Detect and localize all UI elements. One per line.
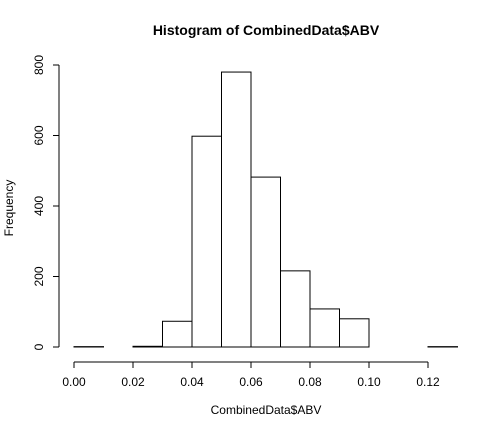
bars-group [73, 71, 458, 348]
histogram-bar-5 [221, 71, 252, 348]
x-tick-label: 0.06 [239, 375, 263, 389]
histogram-bar-7 [280, 270, 311, 348]
x-tick-label: 0.00 [62, 375, 86, 389]
x-tick-label: 0.08 [298, 375, 322, 389]
x-tick-label: 0.12 [416, 375, 440, 389]
chart-title: Histogram of CombinedData$ABV [153, 22, 380, 38]
y-tick-label: 600 [32, 125, 46, 145]
y-tick-label: 800 [32, 55, 46, 75]
x-tick-label: 0.02 [121, 375, 145, 389]
histogram-bar-8 [309, 308, 340, 348]
histogram-bar-9 [339, 318, 370, 348]
histogram-bar-3 [162, 320, 193, 348]
x-axis-label: CombinedData$ABV [211, 403, 322, 417]
y-axis-label: Frequency [2, 180, 16, 237]
y-tick-label: 0 [32, 343, 46, 350]
x-tick-label: 0.10 [357, 375, 381, 389]
x-tick-label: 0.04 [180, 375, 204, 389]
histogram-bar-6 [250, 176, 281, 348]
x-axis: 0.00 0.02 0.04 0.06 0.08 0.10 0.12 [62, 361, 440, 389]
y-axis: 0 200 400 600 800 [32, 55, 60, 350]
histogram-bar-4 [191, 135, 222, 348]
y-tick-label: 400 [32, 196, 46, 216]
histogram-bar-2 [132, 345, 163, 348]
y-tick-label: 200 [32, 266, 46, 286]
